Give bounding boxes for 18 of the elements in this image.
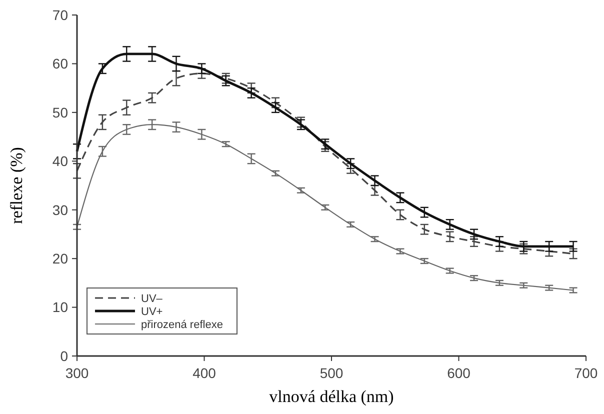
x-tick-label: 400 xyxy=(192,365,216,381)
y-tick-label: 20 xyxy=(52,250,68,266)
y-tick-label: 10 xyxy=(52,299,68,316)
legend-label: přirozená reflexe xyxy=(141,318,223,331)
x-tick-label: 300 xyxy=(65,365,89,381)
x-axis-title: vlnová délka (nm) xyxy=(269,387,394,406)
legend-label: UV+ xyxy=(141,306,163,318)
y-axis-title: reflexe (%) xyxy=(7,147,26,224)
y-tick-label: 50 xyxy=(52,104,68,120)
y-tick-label: 30 xyxy=(52,202,68,218)
x-tick-label: 600 xyxy=(447,365,471,381)
x-tick-label: 500 xyxy=(320,365,344,381)
y-tick-label: 70 xyxy=(52,6,68,23)
y-tick-label: 60 xyxy=(52,56,68,72)
legend-label: UV– xyxy=(141,292,164,305)
y-tick-label: 40 xyxy=(52,153,68,170)
y-tick-label: 0 xyxy=(60,348,68,364)
x-tick-label: 700 xyxy=(574,365,598,381)
